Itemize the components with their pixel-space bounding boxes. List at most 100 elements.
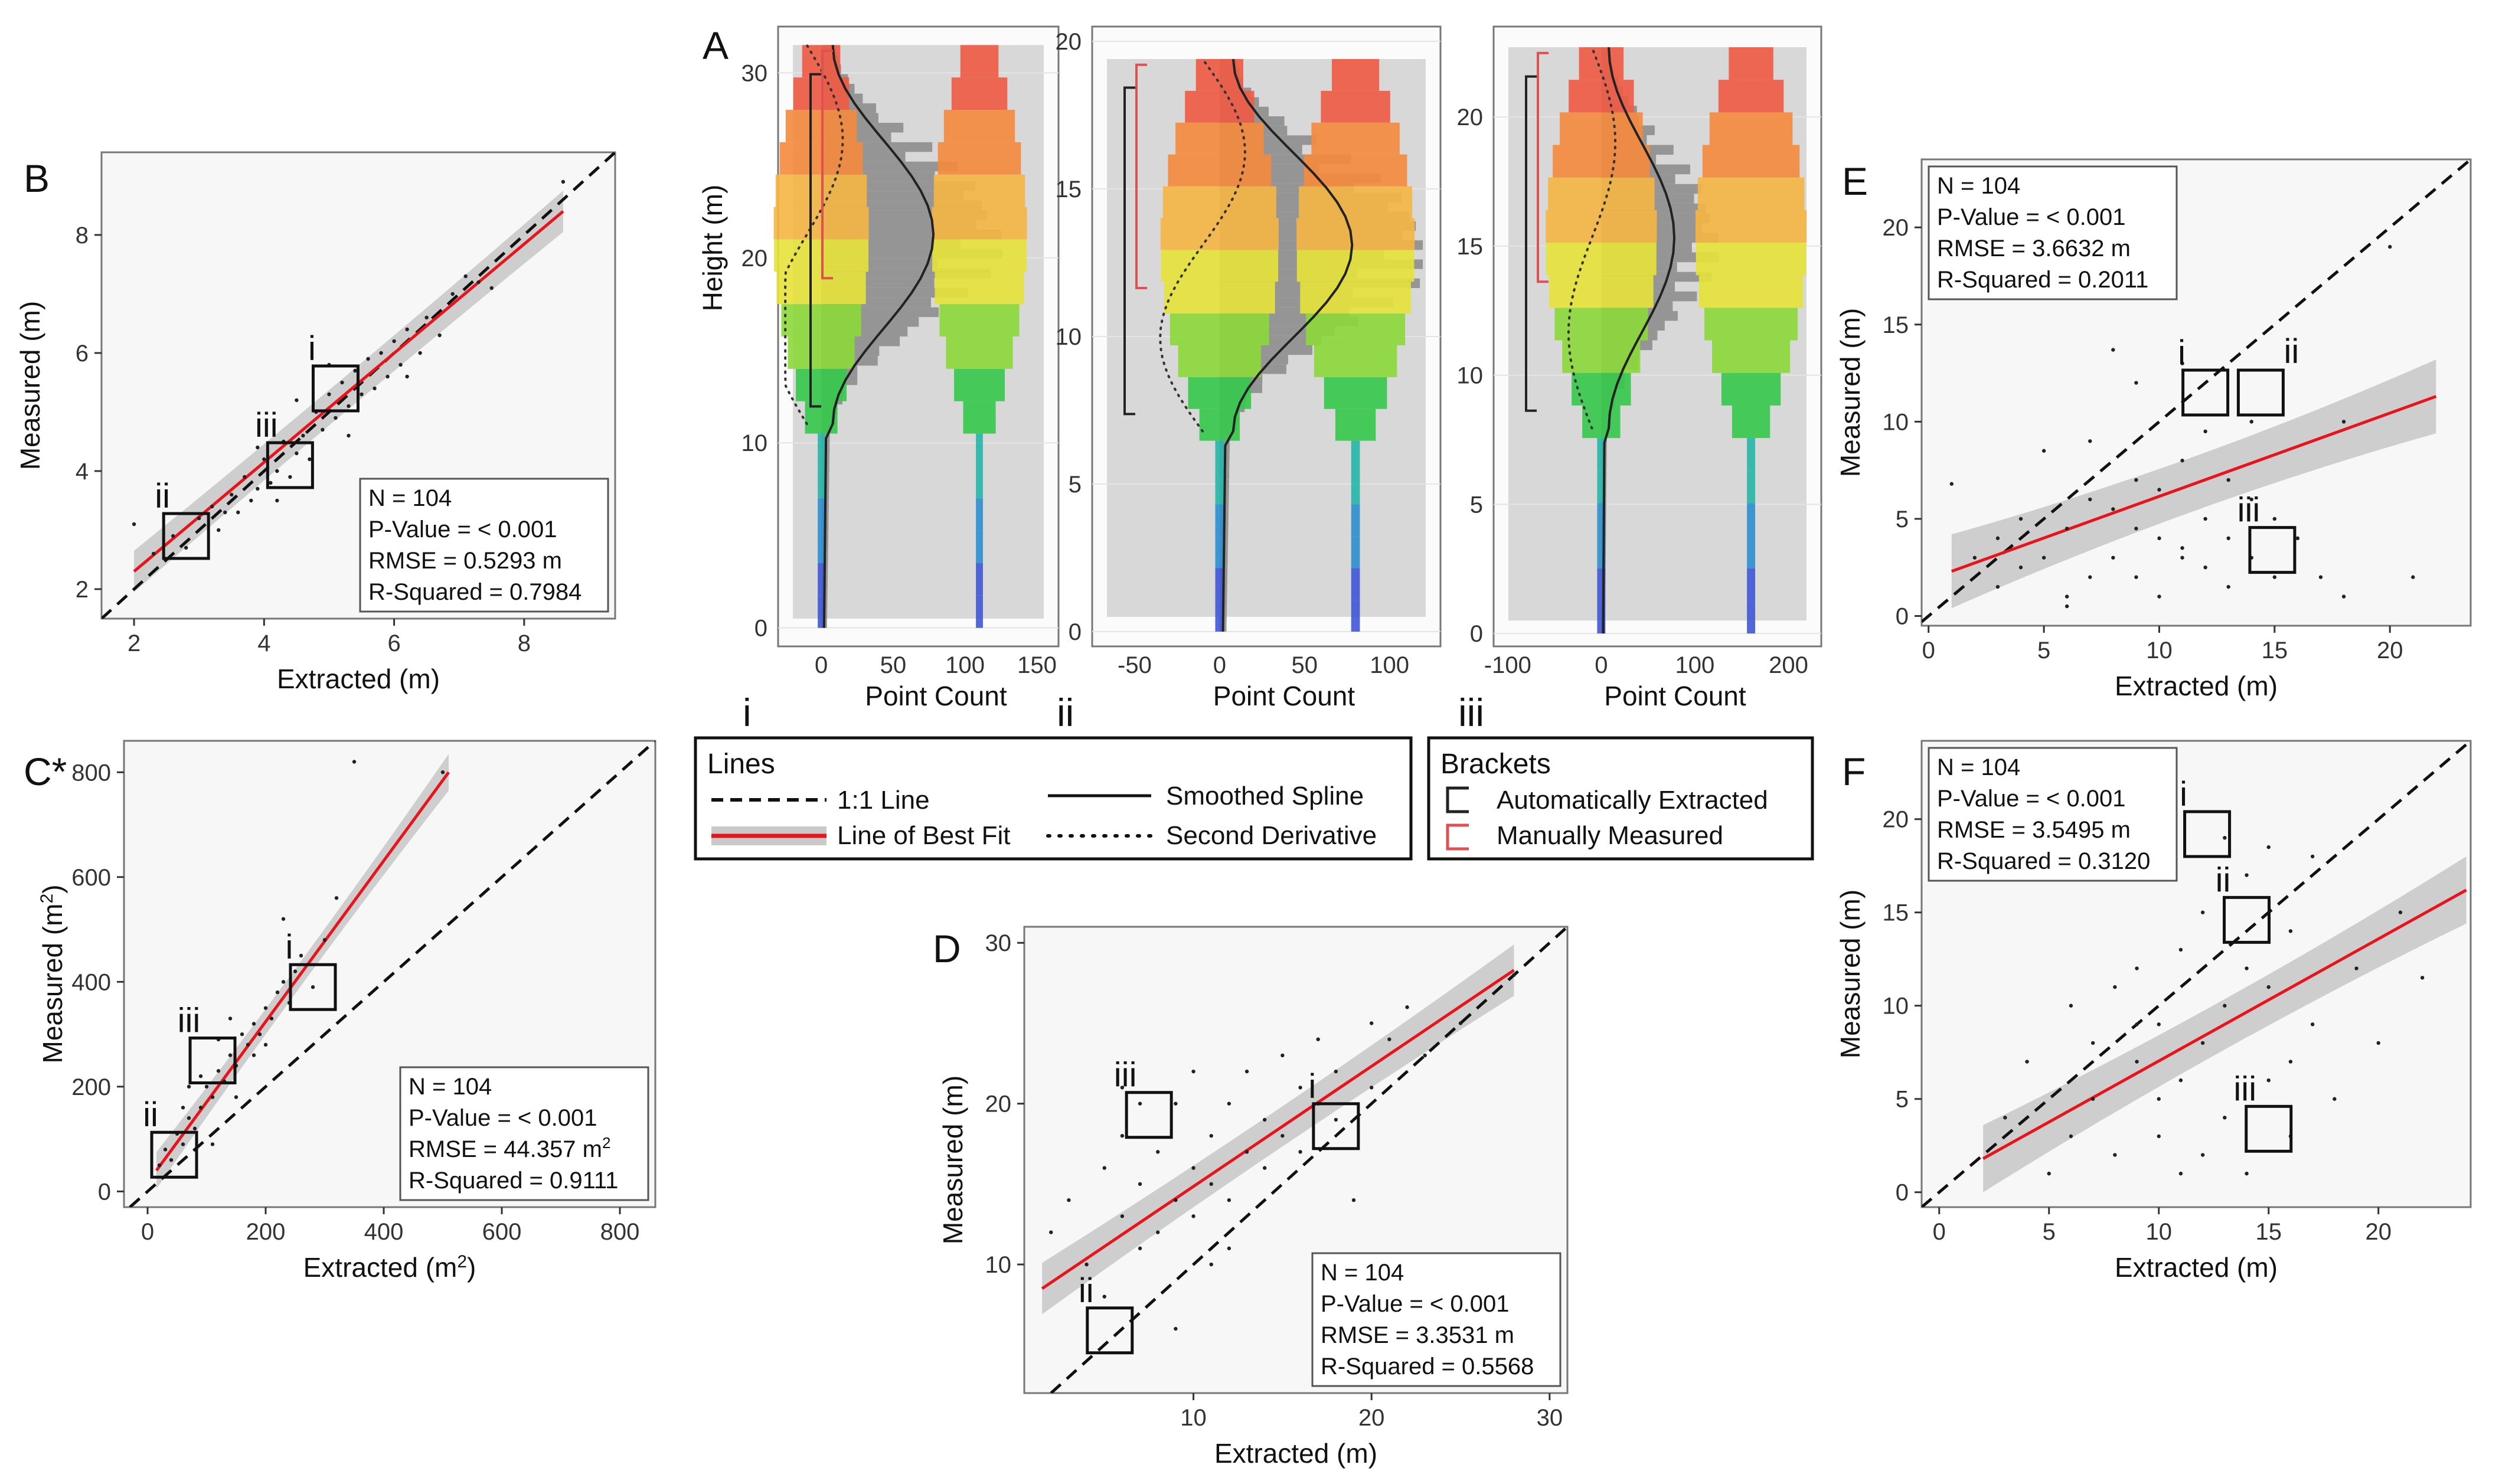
tree-side-segment [1747,568,1756,601]
tree-side-segment [1324,377,1387,409]
callout-box [1125,1091,1173,1139]
profile-y-tick-label: 0 [754,616,767,642]
plot-inner [1041,927,1567,1393]
callout-box [266,441,314,489]
panel-label-a: A [703,24,729,67]
callout-box [2236,368,2285,417]
stats-line: P-Value = < 0.001 [1321,1291,1510,1317]
x-tick-label: 400 [364,1219,404,1245]
tree-side-segment [1314,345,1397,377]
tree-profile-segment [1160,218,1279,250]
tree-profile-segment [1215,472,1224,505]
stats-line: RMSE = 3.5495 m [1937,817,2131,843]
data-point [2069,1134,2073,1139]
tree-profile-segment [1546,243,1657,276]
tree-side-segment [1729,47,1773,80]
callout-label: ii [1079,1271,1094,1310]
tree-side-segment [946,336,1013,369]
data-point [1280,1133,1285,1138]
profile-i: 0 50 100 150 0 10 20 30 i Point Count Height (m) [697,25,1060,734]
stats-line: P-Value = < 0.001 [368,517,557,542]
tree-profile-segment [818,563,825,596]
legend-auto-bracket-swatch [1446,786,1469,813]
profile-y-tick-label: 15 [1457,234,1484,260]
data-point [2223,1004,2227,1008]
y-axis-label-sup: 2 [37,894,57,904]
data-point [281,917,286,921]
data-point [2157,536,2161,541]
data-point [198,1106,203,1110]
data-point [210,504,214,509]
data-point [1334,1069,1338,1074]
panel-label: F [1842,750,1866,793]
x-tick-label: 6 [387,630,400,656]
data-point [184,545,188,550]
callout-box [289,963,337,1011]
data-point [353,368,357,373]
data-point [2288,1060,2293,1064]
data-point [2111,507,2115,511]
stats-line: P-Value = < 0.001 [1937,786,2126,812]
stats-line: RMSE = 3.3531 m [1321,1322,1514,1348]
y-tick-label: 20 [1883,215,1909,241]
plot-inner [1922,159,2471,623]
data-point [151,551,156,556]
y-tick-label: 10 [1883,409,1909,435]
data-point [2180,546,2184,550]
data-point [228,1016,233,1021]
data-point [1369,1021,1374,1025]
data-point [181,1106,185,1110]
data-point [2111,555,2115,560]
data-point [246,1042,250,1047]
data-point [2420,976,2425,980]
tree-profile-segment [1215,568,1224,600]
profile-x-tick-label: 100 [945,652,985,678]
data-point [2288,929,2293,933]
data-point [2088,497,2092,502]
tree-side-segment [1747,600,1756,634]
data-point [334,416,338,420]
callout-box [2223,895,2271,944]
tree-profile-segment [1178,345,1262,377]
y-tick-label: 15 [1883,312,1909,338]
tree-side-segment [1321,90,1390,123]
data-point [2180,361,2184,365]
tree-side-segment [963,401,996,434]
data-point [2245,1171,2249,1176]
data-point [251,1053,256,1057]
y-tick-label: 400 [71,969,111,995]
data-point [2249,497,2253,502]
x-tick-label: 15 [2256,1219,2282,1245]
data-point [263,1006,268,1010]
tree-side-segment [1296,250,1415,282]
data-point [405,327,409,332]
stats-line: R-Squared = 0.5568 [1321,1354,1534,1380]
y-tick-label: 8 [76,223,89,249]
legend-brackets: Brackets Automatically Extracted Manuall… [1427,736,1814,861]
y-axis-label: Measured (m2) [37,885,68,1064]
data-point [1512,973,1516,977]
tree-profile-segment [1546,210,1657,243]
tree-profile-segment [1560,112,1643,145]
tree-side-segment [937,142,1021,175]
data-point [2203,566,2207,570]
tree-profile-segment [1562,340,1641,373]
tree-side-segment [939,304,1020,336]
callout-label: i [2180,775,2187,813]
callout-label: i [286,928,293,966]
data-point [1995,584,2000,589]
data-point [1191,1214,1195,1218]
x-tick-label: 10 [2146,1219,2173,1245]
tree-side-segment [976,563,983,596]
data-point [281,980,286,984]
data-point [2047,1171,2051,1176]
tree-profile-segment [1215,440,1224,473]
data-point [295,398,299,403]
data-point [1972,555,1977,560]
data-point [2041,449,2046,453]
tree-side-segment [1300,282,1411,314]
data-point [2223,1116,2227,1120]
